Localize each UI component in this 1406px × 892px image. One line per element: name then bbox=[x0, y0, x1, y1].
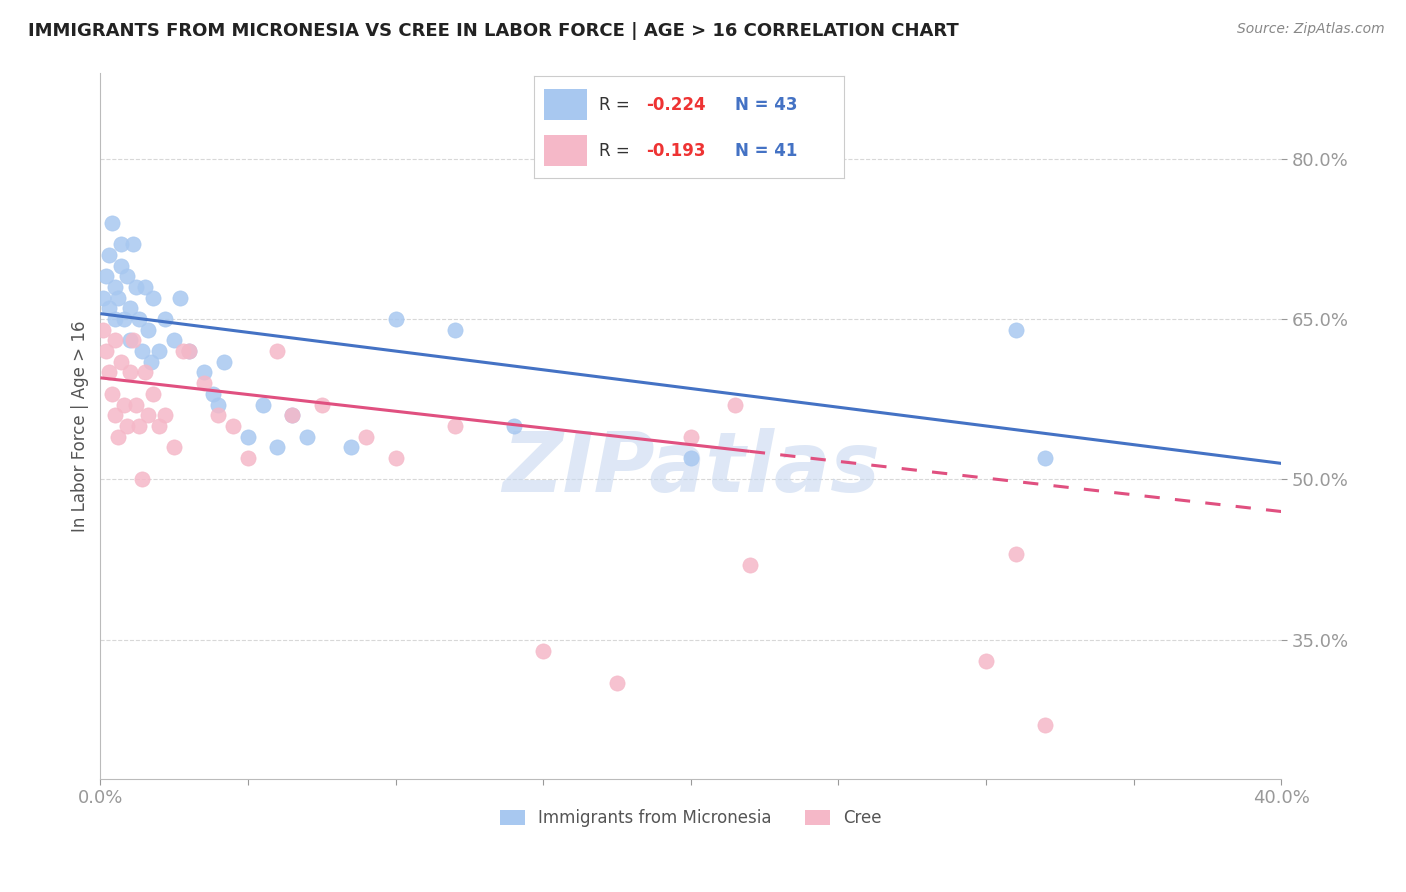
Point bbox=[193, 376, 215, 391]
Point bbox=[207, 398, 229, 412]
Point bbox=[134, 280, 156, 294]
Point bbox=[502, 419, 524, 434]
Point bbox=[177, 344, 200, 359]
Point bbox=[222, 419, 245, 434]
Point bbox=[96, 344, 118, 359]
Point bbox=[118, 301, 141, 316]
Point bbox=[125, 280, 148, 294]
Point bbox=[252, 398, 274, 412]
Point bbox=[104, 334, 127, 348]
Point bbox=[443, 323, 465, 337]
Point bbox=[125, 398, 148, 412]
Point bbox=[91, 291, 114, 305]
Point bbox=[214, 355, 236, 369]
Point bbox=[148, 419, 170, 434]
Point bbox=[101, 387, 124, 401]
Point bbox=[207, 409, 229, 423]
Point bbox=[128, 419, 150, 434]
Point bbox=[136, 323, 159, 337]
Point bbox=[163, 334, 186, 348]
Point bbox=[139, 355, 162, 369]
Text: IMMIGRANTS FROM MICRONESIA VS CREE IN LABOR FORCE | AGE > 16 CORRELATION CHART: IMMIGRANTS FROM MICRONESIA VS CREE IN LA… bbox=[28, 22, 959, 40]
Point bbox=[236, 430, 259, 444]
Text: -0.224: -0.224 bbox=[645, 95, 706, 113]
Text: R =: R = bbox=[599, 95, 636, 113]
Text: N = 43: N = 43 bbox=[735, 95, 797, 113]
Point bbox=[1033, 450, 1056, 465]
Point bbox=[104, 280, 127, 294]
Y-axis label: In Labor Force | Age > 16: In Labor Force | Age > 16 bbox=[72, 320, 89, 532]
Point bbox=[98, 248, 121, 262]
Point bbox=[131, 344, 153, 359]
Point bbox=[107, 430, 129, 444]
Point bbox=[172, 344, 194, 359]
Point bbox=[148, 344, 170, 359]
Point bbox=[177, 344, 200, 359]
Point bbox=[155, 312, 177, 326]
Point bbox=[531, 643, 554, 657]
Point bbox=[142, 291, 165, 305]
Text: R =: R = bbox=[599, 142, 636, 160]
Point bbox=[115, 269, 138, 284]
Point bbox=[266, 344, 288, 359]
Bar bbox=[544, 136, 586, 166]
Legend: Immigrants from Micronesia, Cree: Immigrants from Micronesia, Cree bbox=[494, 803, 889, 834]
Point bbox=[311, 398, 333, 412]
Point bbox=[295, 430, 318, 444]
Point bbox=[112, 312, 135, 326]
Point bbox=[128, 312, 150, 326]
Point bbox=[131, 472, 153, 486]
Point bbox=[193, 366, 215, 380]
Point bbox=[142, 387, 165, 401]
Point bbox=[136, 409, 159, 423]
Bar bbox=[544, 89, 586, 120]
Point bbox=[91, 323, 114, 337]
Point bbox=[155, 409, 177, 423]
Point bbox=[679, 450, 702, 465]
Point bbox=[98, 366, 121, 380]
Point bbox=[169, 291, 191, 305]
Point bbox=[104, 409, 127, 423]
Point bbox=[110, 355, 132, 369]
Point bbox=[115, 419, 138, 434]
Point bbox=[384, 312, 406, 326]
Point bbox=[354, 430, 377, 444]
Point bbox=[96, 269, 118, 284]
Point bbox=[974, 654, 997, 668]
Point bbox=[443, 419, 465, 434]
Point bbox=[1004, 547, 1026, 561]
Text: Source: ZipAtlas.com: Source: ZipAtlas.com bbox=[1237, 22, 1385, 37]
Point bbox=[104, 312, 127, 326]
Point bbox=[724, 398, 747, 412]
Point bbox=[134, 366, 156, 380]
Point bbox=[110, 237, 132, 252]
Point bbox=[163, 441, 186, 455]
Point bbox=[98, 301, 121, 316]
Point bbox=[1004, 323, 1026, 337]
Point bbox=[101, 216, 124, 230]
Point bbox=[340, 441, 363, 455]
Text: N = 41: N = 41 bbox=[735, 142, 797, 160]
Point bbox=[1033, 718, 1056, 732]
Point bbox=[281, 409, 304, 423]
Point bbox=[107, 291, 129, 305]
Point bbox=[110, 259, 132, 273]
Point bbox=[679, 430, 702, 444]
Point bbox=[118, 366, 141, 380]
Point bbox=[384, 450, 406, 465]
Text: ZIPatlas: ZIPatlas bbox=[502, 428, 880, 508]
Text: -0.193: -0.193 bbox=[645, 142, 706, 160]
Point bbox=[112, 398, 135, 412]
Point bbox=[121, 334, 143, 348]
Point bbox=[236, 450, 259, 465]
Point bbox=[121, 237, 143, 252]
Point bbox=[118, 334, 141, 348]
Point bbox=[738, 558, 761, 572]
Point bbox=[281, 409, 304, 423]
Point bbox=[606, 675, 628, 690]
Point bbox=[201, 387, 224, 401]
Point bbox=[266, 441, 288, 455]
